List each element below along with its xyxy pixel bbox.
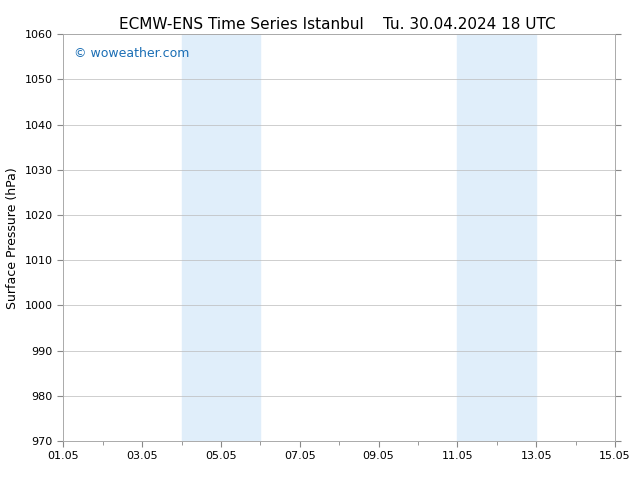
Y-axis label: Surface Pressure (hPa): Surface Pressure (hPa) [6,167,19,309]
Text: Tu. 30.04.2024 18 UTC: Tu. 30.04.2024 18 UTC [383,17,555,32]
Title: ECMW-ENS Time Series Istanbul      Tu. 30.04.2024 18 UTC: ECMW-ENS Time Series Istanbul Tu. 30.04.… [0,489,1,490]
Text: ECMW-ENS Time Series Istanbul: ECMW-ENS Time Series Istanbul [119,17,363,32]
Text: © woweather.com: © woweather.com [74,47,190,59]
Bar [181,34,261,441]
Bar [457,34,536,441]
